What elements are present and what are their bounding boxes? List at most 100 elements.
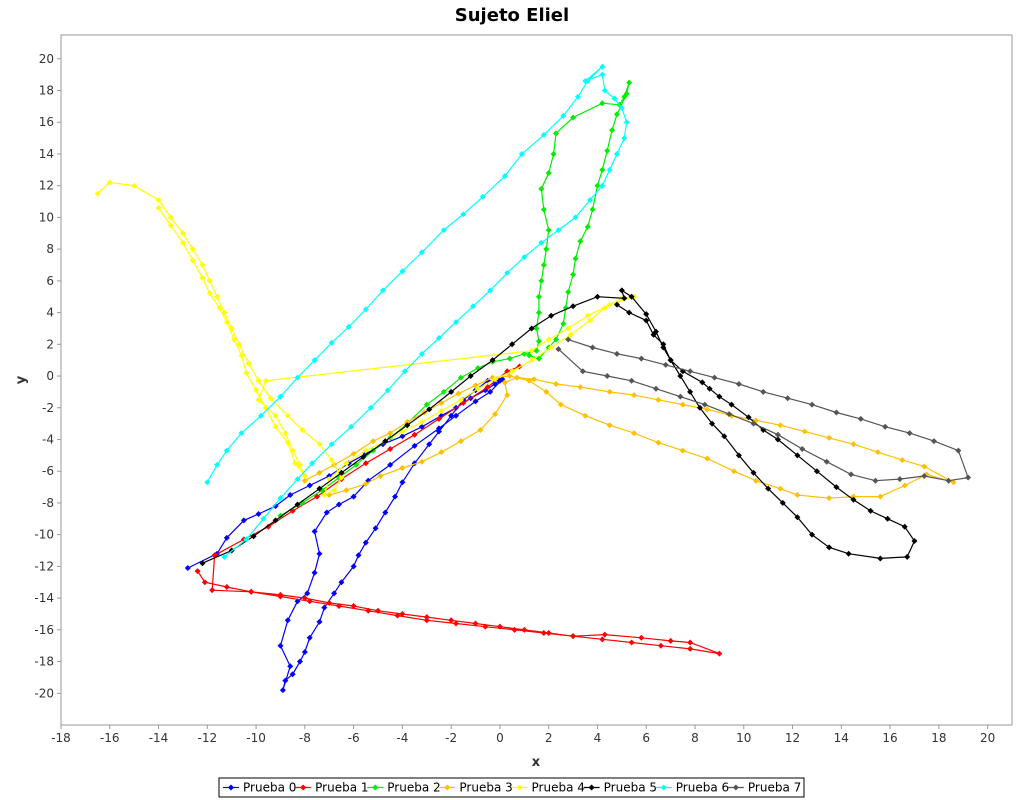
data-point bbox=[335, 603, 342, 610]
data-point bbox=[299, 426, 306, 433]
x-tick-label: 6 bbox=[642, 731, 650, 745]
y-tick-label: 0 bbox=[46, 369, 54, 383]
x-tick-label: -8 bbox=[299, 731, 311, 745]
data-point bbox=[535, 293, 542, 300]
x-tick-label: 20 bbox=[980, 731, 995, 745]
x-tick-label: -16 bbox=[100, 731, 120, 745]
data-point bbox=[316, 618, 323, 625]
data-point bbox=[316, 469, 323, 476]
y-axis-title: y bbox=[14, 375, 29, 384]
y-tick-label: -6 bbox=[42, 464, 54, 478]
legend-label: Prueba 3 bbox=[459, 781, 512, 795]
data-point bbox=[418, 249, 425, 256]
data-point bbox=[599, 166, 606, 173]
x-axis-ticks: -18 -16 -14 -12 -10 -8 -6 -4 -2 0 2 4 6 8 10 12 14 16 18 20 bbox=[51, 725, 995, 745]
data-point bbox=[294, 476, 301, 483]
data-point bbox=[323, 509, 330, 516]
data-point bbox=[611, 95, 618, 102]
series-line bbox=[280, 82, 630, 517]
series-2 bbox=[277, 79, 633, 519]
data-point bbox=[455, 390, 462, 397]
data-point bbox=[777, 485, 784, 492]
data-point bbox=[833, 409, 840, 416]
data-point bbox=[638, 355, 645, 362]
x-tick-label: 4 bbox=[594, 731, 602, 745]
data-point bbox=[311, 569, 318, 576]
data-point bbox=[533, 325, 540, 332]
y-tick-label: 14 bbox=[39, 147, 54, 161]
data-point bbox=[167, 214, 174, 221]
data-point bbox=[238, 430, 245, 437]
x-axis-title: x bbox=[532, 755, 541, 770]
data-point bbox=[899, 457, 906, 464]
data-point bbox=[184, 564, 191, 571]
data-point bbox=[570, 114, 577, 121]
data-point bbox=[606, 422, 613, 429]
data-point bbox=[584, 78, 591, 84]
data-point bbox=[338, 474, 345, 481]
data-point bbox=[382, 509, 389, 516]
data-point bbox=[677, 393, 684, 400]
data-point bbox=[845, 550, 852, 557]
x-tick-label: -14 bbox=[149, 731, 169, 745]
y-tick-label: 4 bbox=[46, 306, 54, 320]
data-point bbox=[572, 214, 579, 221]
y-tick-label: -20 bbox=[34, 686, 54, 700]
data-point bbox=[896, 476, 903, 483]
data-point bbox=[560, 320, 567, 327]
x-tick-label: 8 bbox=[691, 731, 699, 745]
data-point bbox=[528, 325, 535, 332]
data-point bbox=[216, 304, 223, 311]
data-point bbox=[604, 147, 611, 154]
data-point bbox=[377, 472, 384, 479]
data-point bbox=[306, 634, 313, 641]
data-point bbox=[594, 293, 601, 300]
data-point bbox=[965, 474, 972, 481]
data-point bbox=[284, 617, 291, 624]
y-tick-label: 2 bbox=[46, 337, 54, 351]
data-point bbox=[362, 447, 369, 454]
data-point bbox=[911, 538, 918, 544]
legend-marker bbox=[300, 784, 307, 791]
data-point bbox=[921, 463, 928, 470]
data-point bbox=[521, 350, 528, 357]
data-point bbox=[189, 257, 196, 264]
data-point bbox=[501, 173, 508, 180]
data-point bbox=[316, 485, 323, 492]
data-point bbox=[314, 493, 321, 500]
data-point bbox=[326, 599, 333, 606]
data-point bbox=[784, 395, 791, 402]
data-point bbox=[423, 614, 430, 621]
data-point bbox=[735, 380, 742, 387]
data-point bbox=[199, 262, 206, 268]
data-point bbox=[399, 610, 406, 617]
data-point bbox=[850, 496, 857, 503]
data-point bbox=[565, 288, 572, 295]
data-point bbox=[535, 338, 542, 345]
data-point bbox=[809, 401, 816, 408]
data-point bbox=[250, 533, 257, 540]
data-point bbox=[850, 441, 857, 448]
y-tick-label: -14 bbox=[34, 591, 54, 605]
data-point bbox=[238, 352, 245, 359]
data-point bbox=[657, 642, 664, 649]
data-point bbox=[272, 412, 279, 419]
data-point bbox=[294, 501, 301, 508]
data-point bbox=[479, 193, 486, 200]
data-point bbox=[467, 373, 474, 380]
legend-label: Prueba 4 bbox=[532, 781, 585, 795]
legend-marker bbox=[732, 784, 739, 791]
data-point bbox=[794, 514, 801, 521]
data-point bbox=[453, 319, 460, 326]
data-point bbox=[399, 268, 406, 275]
data-point bbox=[375, 607, 381, 614]
data-point bbox=[418, 458, 425, 465]
data-point bbox=[543, 246, 550, 253]
data-point bbox=[372, 525, 379, 532]
data-point bbox=[750, 469, 757, 476]
data-point bbox=[538, 239, 545, 246]
data-point bbox=[223, 319, 230, 326]
data-point bbox=[526, 352, 533, 359]
data-point bbox=[528, 347, 535, 354]
data-point bbox=[701, 401, 708, 408]
